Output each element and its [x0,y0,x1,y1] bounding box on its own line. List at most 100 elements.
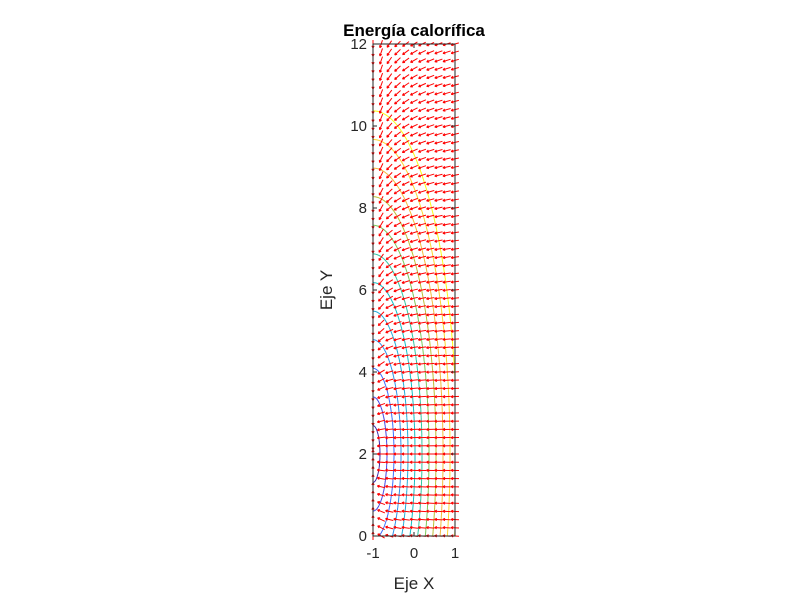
quiver-arrow [418,115,427,120]
quiver-arrow [393,222,402,227]
quiver-arrow [402,90,410,96]
quiver-arrow [409,362,419,365]
quiver-arrow [442,75,451,79]
quiver-arrow [442,231,451,234]
quiver-arrow [418,313,427,316]
quiver-arrow [401,271,410,276]
quiver-arrow [442,116,451,120]
quiver-arrow [385,370,394,374]
quiver-arrow [409,387,419,390]
quiver-arrow [394,98,401,105]
quiver-arrow [426,288,435,292]
quiver-arrow [410,123,418,129]
quiver-arrow [377,485,386,489]
quiver-arrow [401,313,410,317]
quiver-arrow [401,518,410,521]
quiver-arrow [434,247,443,251]
quiver-arrow [434,165,443,169]
quiver-arrow [442,140,451,144]
quiver-arrow [410,230,418,235]
quiver-arrow [409,526,419,529]
quiver-arrow [434,99,443,104]
quiver-arrow [393,321,402,325]
quiver-arrow [385,279,394,285]
quiver-arrow [418,124,427,128]
quiver-arrow [442,239,451,242]
quiver-arrow [393,296,402,301]
quiver-arrow [410,263,418,267]
quiver-arrow [442,330,451,332]
quiver-arrow [434,379,443,381]
quiver-arrow [442,321,451,324]
quiver-arrow [434,239,443,243]
quiver-arrow [426,50,435,55]
quiver-arrow [426,354,435,357]
chart-title: Energía calorífica [343,21,485,40]
quiver-arrow [402,131,410,137]
quiver-arrow [410,156,418,161]
quiver-arrow [386,106,393,114]
quiver-arrow [386,180,393,187]
quiver-arrow [385,485,394,488]
quiver-arrow [410,247,418,251]
quiver-arrow [385,254,393,260]
quiver-arrow [434,338,443,341]
quiver-arrow [418,222,427,226]
quiver-arrow [377,319,385,326]
quiver-arrow [434,305,443,308]
quiver-arrow [426,280,435,284]
quiver-arrow [434,354,443,357]
quiver-arrow [409,395,419,398]
quiver-arrow [385,229,393,236]
quiver-arrow [401,222,410,227]
quiver-arrow [393,412,402,414]
quiver-arrow [402,65,410,72]
quiver-arrow [401,238,410,243]
quiver-arrow [385,246,393,252]
quiver-arrow [401,412,410,414]
quiver-arrow [434,231,443,234]
y-tick-label: 8 [359,200,367,217]
quiver-arrow [385,237,393,244]
quiver-arrow [426,338,435,341]
quiver-arrow [402,74,410,80]
quiver-arrow [409,404,419,406]
quiver-arrow [442,66,451,71]
quiver-arrow [426,116,435,120]
quiver-arrow [394,81,401,89]
quiver-arrow [426,58,435,63]
quiver-arrow [393,526,402,530]
quiver-arrow [426,83,435,87]
quiver-arrow [426,99,435,104]
quiver-arrow [434,190,443,194]
quiver-arrow [410,66,418,72]
quiver-arrow [401,263,410,268]
quiver-arrow [377,394,386,399]
x-tick-label: 0 [410,545,418,562]
quiver-arrow [410,74,418,80]
quiver-arrow [385,295,394,301]
quiver-arrow [418,173,427,177]
quiver-arrow [434,297,443,300]
quiver-arrow [442,354,451,357]
quiver-arrow [378,303,385,310]
quiver-arrow [393,378,402,382]
quiver-arrow [426,132,435,136]
quiver-arrow [426,222,435,226]
quiver-arrow [409,502,419,504]
quiver-arrow [378,187,384,196]
quiver-arrow [386,221,393,228]
quiver-arrow [426,173,435,177]
quiver-arrow [442,91,451,95]
quiver-arrow [410,99,418,104]
quiver-arrow [418,280,427,284]
quiver-arrow [410,214,418,218]
quiver-arrow [377,386,386,391]
quiver-arrow [410,132,418,137]
quiver-arrow [426,362,435,365]
quiver-arrow [409,354,419,357]
quiver-arrow [377,501,386,506]
quiver-arrow [378,253,384,261]
quiver-arrow [402,123,410,129]
y-axis-label: Eje Y [317,270,336,310]
